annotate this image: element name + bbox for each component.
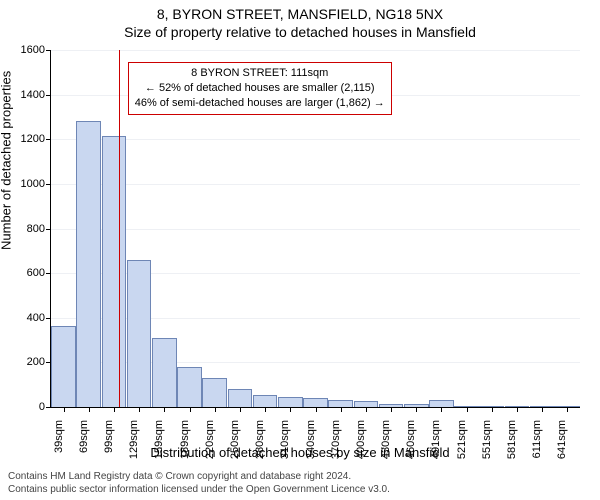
histogram-bar bbox=[152, 338, 177, 407]
x-tick bbox=[114, 407, 115, 412]
histogram-bar bbox=[76, 121, 101, 407]
gridline bbox=[51, 139, 580, 140]
y-axis-label: Number of detached properties bbox=[0, 71, 14, 250]
histogram-bar bbox=[278, 397, 303, 407]
gridline bbox=[51, 50, 580, 51]
histogram-bar bbox=[328, 400, 353, 407]
chart-title: Size of property relative to detached ho… bbox=[0, 22, 600, 40]
y-tick-label: 1200 bbox=[21, 133, 45, 145]
gridline bbox=[51, 229, 580, 230]
y-tick-label: 1600 bbox=[21, 44, 45, 56]
y-tick-label: 1000 bbox=[21, 178, 45, 190]
x-tick bbox=[467, 407, 468, 412]
y-tick bbox=[46, 318, 51, 319]
y-tick-label: 800 bbox=[27, 223, 45, 235]
plot-region: 0200400600800100012001400160039sqm69sqm9… bbox=[50, 50, 580, 408]
annotation-line: ← 52% of detached houses are smaller (2,… bbox=[135, 81, 385, 96]
y-tick-label: 0 bbox=[39, 401, 45, 413]
histogram-bar bbox=[102, 136, 127, 407]
x-tick bbox=[316, 407, 317, 412]
annotation-line: 8 BYRON STREET: 111sqm bbox=[135, 66, 385, 81]
x-axis-label: Distribution of detached houses by size … bbox=[0, 445, 600, 460]
histogram-bar bbox=[228, 389, 253, 407]
histogram-bar bbox=[429, 400, 454, 407]
y-tick bbox=[46, 50, 51, 51]
histogram-bar bbox=[127, 260, 152, 407]
y-tick bbox=[46, 184, 51, 185]
footer-line-1: Contains HM Land Registry data © Crown c… bbox=[8, 470, 592, 483]
x-tick bbox=[391, 407, 392, 412]
histogram-bar bbox=[177, 367, 202, 407]
y-tick-label: 400 bbox=[27, 312, 45, 324]
chart-supertitle: 8, BYRON STREET, MANSFIELD, NG18 5NX bbox=[0, 0, 600, 22]
y-tick bbox=[46, 407, 51, 408]
x-tick bbox=[366, 407, 367, 412]
x-tick bbox=[290, 407, 291, 412]
reference-line bbox=[119, 50, 120, 407]
x-tick bbox=[265, 407, 266, 412]
gridline bbox=[51, 184, 580, 185]
histogram-bar bbox=[303, 398, 328, 407]
histogram-bar bbox=[253, 395, 278, 407]
y-tick bbox=[46, 139, 51, 140]
x-tick bbox=[341, 407, 342, 412]
y-tick bbox=[46, 273, 51, 274]
x-tick bbox=[139, 407, 140, 412]
annotation-box: 8 BYRON STREET: 111sqm← 52% of detached … bbox=[128, 62, 392, 115]
x-tick bbox=[542, 407, 543, 412]
annotation-line: 46% of semi-detached houses are larger (… bbox=[135, 96, 385, 111]
y-tick-label: 200 bbox=[27, 356, 45, 368]
y-tick-label: 600 bbox=[27, 267, 45, 279]
x-tick bbox=[517, 407, 518, 412]
x-tick bbox=[240, 407, 241, 412]
x-tick bbox=[492, 407, 493, 412]
histogram-bar bbox=[202, 378, 227, 407]
chart-area: 0200400600800100012001400160039sqm69sqm9… bbox=[50, 50, 580, 408]
x-tick bbox=[567, 407, 568, 412]
y-tick bbox=[46, 95, 51, 96]
x-tick bbox=[416, 407, 417, 412]
histogram-bar bbox=[51, 326, 76, 407]
x-tick bbox=[164, 407, 165, 412]
attribution-footer: Contains HM Land Registry data © Crown c… bbox=[8, 470, 592, 496]
x-tick bbox=[64, 407, 65, 412]
footer-line-2: Contains public sector information licen… bbox=[8, 483, 592, 496]
x-tick bbox=[190, 407, 191, 412]
y-tick bbox=[46, 362, 51, 363]
y-tick-label: 1400 bbox=[21, 89, 45, 101]
x-tick bbox=[215, 407, 216, 412]
x-tick bbox=[89, 407, 90, 412]
y-tick bbox=[46, 229, 51, 230]
x-tick bbox=[441, 407, 442, 412]
